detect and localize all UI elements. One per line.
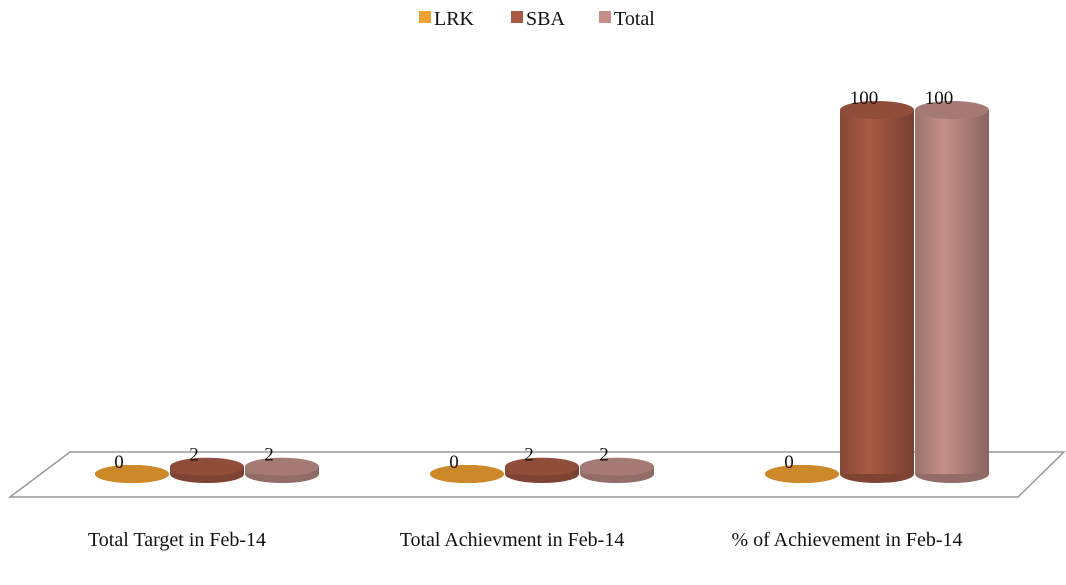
legend-label: LRK <box>434 8 475 30</box>
data-label: 2 <box>264 445 274 466</box>
cylinder-top <box>430 465 504 483</box>
legend-swatch <box>419 11 431 23</box>
data-label: 2 <box>524 445 534 466</box>
data-label: 100 <box>925 88 954 109</box>
data-label: 2 <box>189 445 199 466</box>
cylinder <box>840 101 914 483</box>
cylinder <box>505 457 579 483</box>
cylinder <box>170 457 244 483</box>
cylinder-top <box>915 101 989 119</box>
cylinder-top <box>765 465 839 483</box>
data-label: 0 <box>449 452 459 473</box>
cylinder <box>95 465 169 483</box>
cylinder <box>765 465 839 483</box>
cylinder-top <box>505 457 579 476</box>
cylinder-body <box>915 110 989 474</box>
cylinder-top <box>580 457 654 476</box>
legend-swatch <box>599 11 611 23</box>
cylinder-top <box>840 101 914 119</box>
data-label: 100 <box>850 88 879 109</box>
x-tick-label: % of Achievement in Feb-14 <box>731 529 963 551</box>
data-label: 0 <box>784 452 794 473</box>
legend-label: SBA <box>526 8 565 30</box>
cylinder <box>245 457 319 483</box>
x-tick-label: Total Target in Feb-14 <box>87 529 267 551</box>
data-label: 0 <box>114 452 124 473</box>
x-tick-label: Total Achievment in Feb-14 <box>399 529 625 551</box>
cylinder-top <box>95 465 169 483</box>
cylinder-top <box>170 457 244 476</box>
cylinder <box>915 101 989 483</box>
legend-label: Total <box>614 8 655 30</box>
cylinder <box>580 457 654 483</box>
cylinder-body <box>840 110 914 474</box>
cylinder-top <box>245 457 319 476</box>
cylinder <box>430 465 504 483</box>
legend-swatch <box>511 11 523 23</box>
data-label: 2 <box>599 445 609 466</box>
